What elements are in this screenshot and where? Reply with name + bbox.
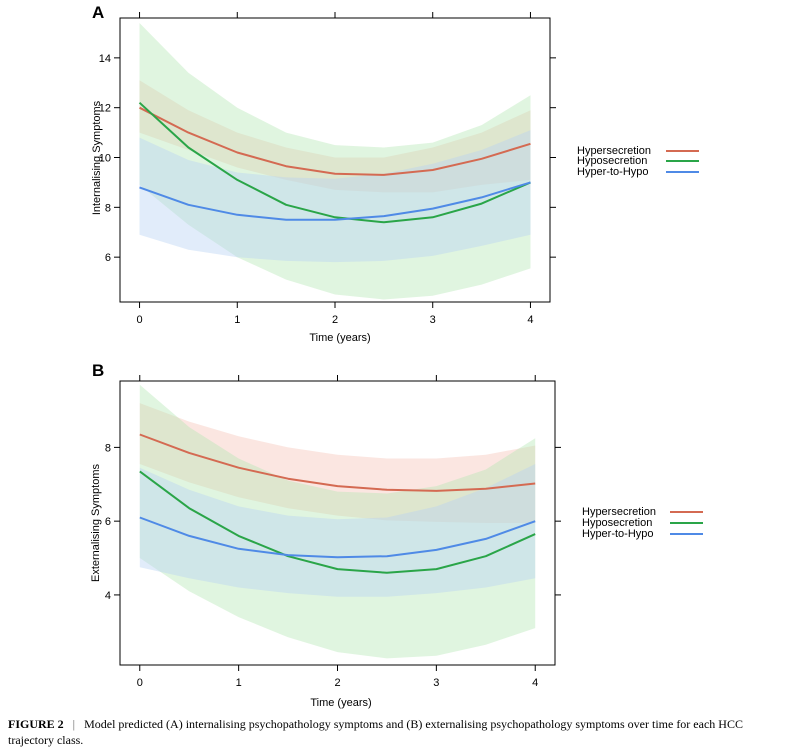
series-line-hyposecretion-a — [138, 101, 531, 224]
caption-text: Model predicted (A) internalising psycho… — [8, 717, 743, 747]
ci-band-hyposecretion-b — [139, 384, 536, 659]
figure-caption: FIGURE 2 | Model predicted (A) internali… — [8, 716, 788, 748]
panel-letter-a: A — [92, 3, 104, 22]
panel-letter-b: B — [92, 361, 104, 380]
x-tick-label-a: 2 — [332, 314, 338, 326]
figure-canvas: A Time (years) Internalising Symptoms Hy… — [90, 3, 703, 709]
legend-label-hypersecretion-b: Hypersecretion — [582, 506, 656, 518]
x-tick-label-b: 3 — [433, 677, 439, 689]
legend-label-hyposecretion-b: Hyposecretion — [582, 517, 652, 529]
y-tick-label-b: 6 — [105, 516, 111, 528]
ci-band-hyper-to-hypo-a — [139, 130, 531, 263]
x-tick-label-a: 1 — [234, 314, 240, 326]
figure-label: FIGURE 2 — [8, 717, 64, 731]
y-axis-title-a: Internalising Symptoms — [91, 100, 103, 215]
x-axis-title-a: Time (years) — [309, 332, 370, 344]
legend-b: Hypersecretion Hyposecretion Hyper-to-Hy… — [582, 506, 703, 540]
x-axis-title-b: Time (years) — [310, 697, 371, 709]
ci-band-hyper-to-hypo-b — [139, 464, 536, 597]
legend-label-hyposecretion-a: Hyposecretion — [577, 155, 647, 167]
legend-label-hypersecretion-a: Hypersecretion — [577, 145, 651, 157]
legend-label-hyper-to-hypo-a: Hyper-to-Hypo — [577, 166, 649, 178]
x-tick-label-a: 4 — [527, 314, 533, 326]
series-line-hyposecretion-b — [139, 470, 536, 574]
y-tick-label-a: 10 — [99, 153, 111, 165]
series-line-hyper-to-hypo-b — [139, 516, 536, 559]
y-axis-title-b: Externalising Symptoms — [90, 464, 102, 582]
ci-band-hyposecretion-a — [139, 23, 531, 300]
y-tick-label-b: 4 — [105, 590, 111, 602]
series-line-hypersecretion-a — [139, 106, 531, 176]
x-tick-label-b: 2 — [334, 677, 340, 689]
y-tick-label-a: 12 — [99, 103, 111, 115]
ci-band-hypersecretion-a — [139, 80, 531, 193]
ci-band-hypersecretion-b — [139, 403, 536, 523]
plot-area-b — [139, 384, 536, 659]
x-tick-label-a: 0 — [136, 314, 142, 326]
caption-separator: | — [72, 717, 76, 731]
y-tick-label-b: 8 — [105, 442, 111, 454]
y-tick-label-a: 6 — [105, 252, 111, 264]
panel-b: B Time (years) Externalising Symptoms Hy… — [90, 361, 703, 709]
x-tick-label-b: 4 — [532, 677, 538, 689]
x-tick-label-b: 1 — [236, 677, 242, 689]
panel-a: A Time (years) Internalising Symptoms Hy… — [91, 3, 699, 344]
series-line-hypersecretion-b — [139, 433, 536, 492]
plot-area-a — [138, 23, 531, 300]
y-tick-label-a: 14 — [99, 53, 111, 65]
series-line-hyper-to-hypo-a — [139, 181, 531, 221]
x-tick-label-a: 3 — [430, 314, 436, 326]
legend-label-hyper-to-hypo-b: Hyper-to-Hypo — [582, 528, 654, 540]
y-tick-label-a: 8 — [105, 202, 111, 214]
x-tick-label-b: 0 — [137, 677, 143, 689]
legend-a: Hypersecretion Hyposecretion Hyper-to-Hy… — [577, 145, 699, 178]
